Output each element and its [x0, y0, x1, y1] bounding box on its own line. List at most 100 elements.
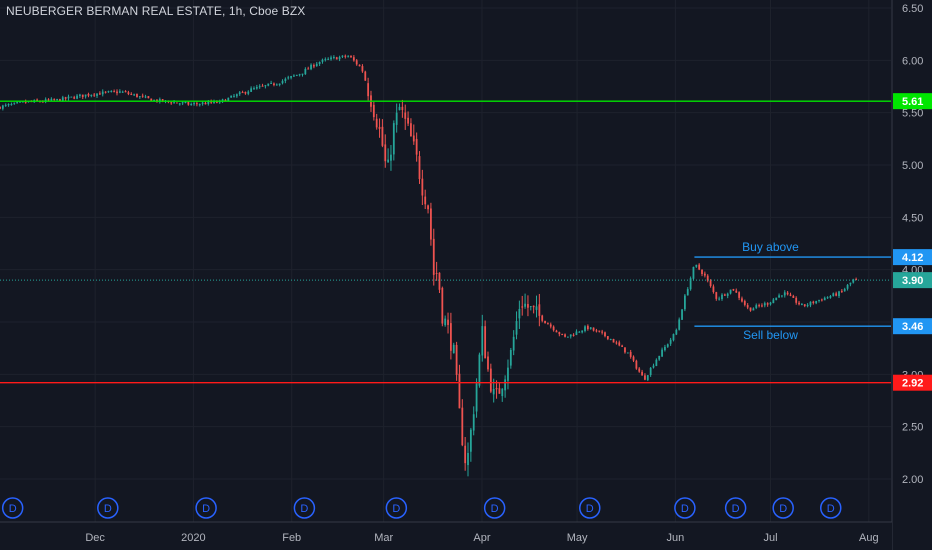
candle-body — [144, 96, 147, 98]
candle-body — [193, 103, 195, 105]
candle-body — [769, 302, 772, 305]
candle-body — [529, 306, 532, 308]
price-tick-label: 5.00 — [902, 160, 923, 172]
candle-body — [107, 91, 110, 93]
candle-body — [632, 356, 635, 361]
candle-body — [566, 336, 569, 338]
dividend-marker[interactable] — [1, 497, 24, 519]
candle-body — [101, 91, 104, 95]
candle-body — [449, 323, 452, 351]
candle-body — [532, 305, 535, 308]
candle-body — [438, 272, 441, 290]
candle-body — [846, 284, 849, 289]
time-tick-label: Jun — [667, 532, 685, 544]
candle-body — [50, 98, 53, 101]
candle-body — [484, 326, 487, 359]
candle-body — [624, 347, 626, 353]
dividend-marker[interactable] — [820, 497, 842, 519]
candle-body — [763, 303, 766, 306]
candle-body — [544, 320, 546, 324]
candle-body — [786, 292, 789, 295]
candle-body — [578, 331, 581, 333]
candle-body — [315, 63, 318, 67]
candle-body — [67, 96, 70, 99]
annotation-sell-below: Sell below — [743, 328, 798, 342]
dividend-marker[interactable] — [772, 497, 794, 519]
dividend-marker[interactable] — [724, 497, 747, 519]
candle-body — [427, 205, 429, 210]
candle-body — [201, 102, 204, 104]
price-badge-3.46 — [893, 318, 932, 335]
candle-body — [675, 329, 678, 335]
price-tick-label: 2.00 — [902, 474, 923, 486]
price-badge-label: 5.61 — [902, 96, 923, 108]
candle-body — [695, 264, 698, 267]
candle-body — [478, 354, 481, 386]
dividend-marker[interactable] — [579, 497, 601, 519]
candle-body — [372, 104, 375, 118]
candle-body — [93, 94, 96, 96]
candle-body — [395, 112, 398, 125]
dividend-marker[interactable] — [97, 497, 119, 519]
candle-body — [572, 334, 575, 336]
candle-body — [666, 344, 669, 347]
candle-body — [795, 297, 798, 303]
dividend-marker[interactable] — [483, 497, 506, 519]
candle-body — [855, 278, 858, 280]
candle-body — [712, 286, 715, 293]
price-badge-5.61 — [893, 93, 932, 110]
candle-body — [250, 88, 253, 92]
time-tick-label: Apr — [473, 532, 490, 544]
candle-body — [290, 76, 292, 78]
candle-body — [715, 292, 718, 299]
candle-body — [552, 326, 555, 331]
candle-body — [792, 295, 795, 298]
candle-body — [361, 66, 364, 72]
candle-body — [644, 375, 646, 380]
candle-body — [809, 301, 812, 306]
candle-body — [475, 383, 478, 412]
candle-body — [723, 294, 726, 296]
candle-body — [755, 305, 758, 308]
candle-body — [789, 294, 792, 296]
candle-body — [840, 290, 843, 292]
price-axis: 6.506.005.505.004.504.003.503.002.502.00… — [891, 0, 932, 550]
dividend-marker[interactable] — [195, 497, 217, 519]
candle-body — [575, 331, 578, 335]
candle-body — [98, 93, 101, 95]
candle-body — [512, 336, 515, 351]
chart-title: NEUBERGER BERMAN REAL ESTATE, 1h, Cboe B… — [6, 4, 306, 18]
candle-body — [458, 373, 461, 409]
time-tick-label: 2020 — [181, 532, 205, 544]
candle-body — [435, 272, 438, 274]
price-badge-label: 3.90 — [902, 275, 923, 287]
candle-body — [73, 97, 76, 99]
candle-body — [430, 208, 432, 240]
candle-body — [255, 87, 258, 89]
candle-body — [558, 332, 561, 335]
candle-body — [327, 58, 330, 60]
candle-body — [495, 388, 498, 390]
dividend-marker[interactable] — [385, 497, 408, 519]
candle-body — [815, 301, 818, 304]
candle-body — [141, 95, 144, 97]
candle-body — [829, 296, 832, 298]
candle-body — [113, 91, 116, 93]
candle-body — [706, 275, 709, 281]
dividend-marker[interactable] — [293, 497, 316, 519]
dividend-marker[interactable] — [674, 497, 696, 519]
candle-body — [287, 77, 290, 79]
candle-body — [384, 144, 387, 162]
candle-body — [752, 308, 755, 311]
candle-body — [295, 74, 298, 76]
candle-body — [338, 57, 341, 60]
candle-body — [190, 103, 193, 105]
candle-body — [738, 292, 741, 298]
candle-body — [812, 301, 815, 304]
candle-body — [823, 297, 826, 301]
candle-body — [586, 325, 589, 330]
candle-body — [641, 371, 643, 376]
candle-body — [592, 327, 595, 331]
